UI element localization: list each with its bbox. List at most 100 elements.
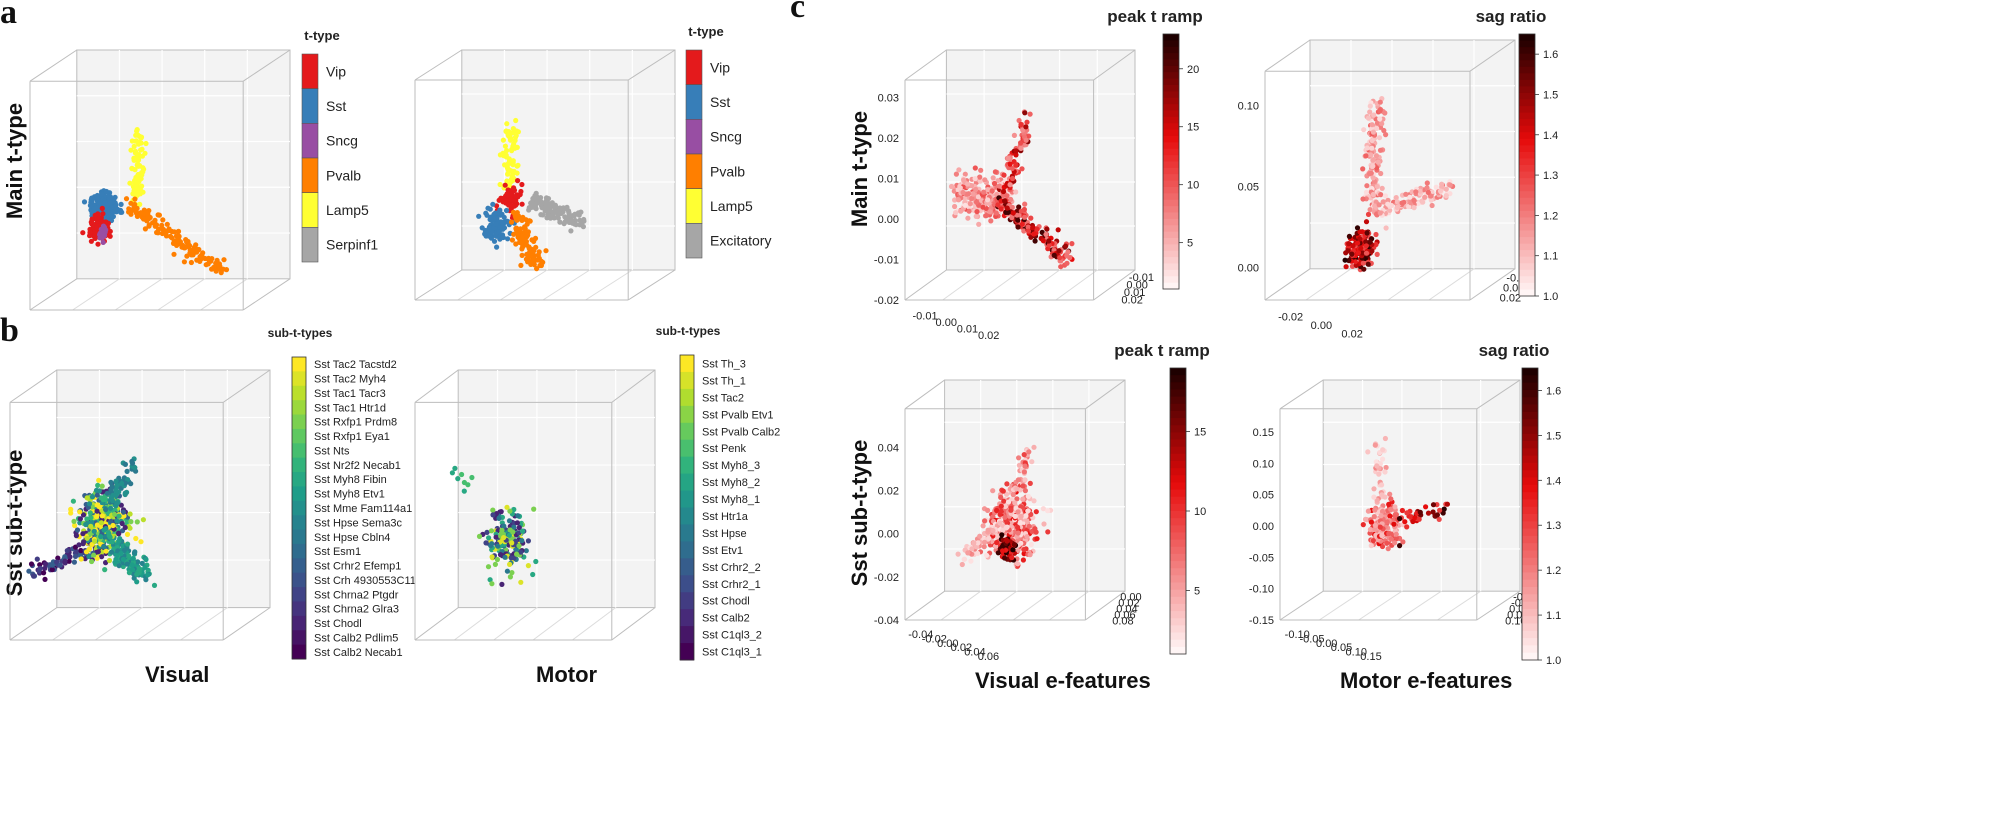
data-point <box>1015 217 1021 223</box>
data-point <box>1025 228 1032 234</box>
data-point <box>1368 543 1374 549</box>
z-tick-label: 0.05 <box>1253 490 1274 502</box>
data-point <box>1364 230 1370 236</box>
data-point <box>188 259 194 266</box>
cube-edge <box>904 49 947 81</box>
data-point <box>129 562 135 568</box>
colorbar-step <box>1170 582 1186 591</box>
legend-swatch <box>680 541 694 559</box>
data-point <box>990 175 996 181</box>
cube-edge <box>414 49 463 81</box>
data-point <box>132 167 138 173</box>
data-point <box>138 147 144 153</box>
data-point <box>1382 469 1388 475</box>
colorbar-title: sag ratio <box>1476 7 1547 26</box>
points-a_right <box>476 117 587 272</box>
data-point <box>1005 499 1012 505</box>
data-point <box>533 206 539 212</box>
z-tick-label: -0.04 <box>874 615 899 627</box>
x-tick-label: 0.05 <box>1331 642 1352 654</box>
data-point <box>1376 135 1383 141</box>
data-point <box>1376 202 1382 208</box>
data-point <box>1022 110 1028 116</box>
data-point <box>1009 215 1015 221</box>
legend-label: Sst Rxfp1 Eya1 <box>314 431 390 443</box>
data-point <box>1372 507 1378 513</box>
legend-label: Sst Nts <box>314 445 350 457</box>
z-tick-label: 0.10 <box>1238 101 1259 113</box>
data-point <box>1023 137 1029 143</box>
x-tick-label: -0.10 <box>1285 629 1310 641</box>
data-point <box>1025 493 1031 499</box>
colorbar-step <box>1163 148 1179 156</box>
y-tick-label: 0.10 <box>1505 615 1526 627</box>
colorbar-step <box>1519 125 1535 133</box>
data-point <box>518 262 524 268</box>
data-point <box>518 549 524 555</box>
data-point <box>497 181 503 188</box>
data-point <box>77 520 83 526</box>
data-point <box>108 479 114 485</box>
legend-swatch <box>292 572 306 588</box>
data-point <box>1375 159 1381 165</box>
data-point <box>1021 228 1027 234</box>
data-point <box>95 241 101 247</box>
data-point <box>455 476 461 482</box>
grid-line <box>572 607 616 641</box>
data-point <box>538 200 545 206</box>
data-point <box>510 185 517 191</box>
data-point <box>484 529 490 536</box>
data-point <box>1014 212 1020 218</box>
legend-label: Sst Tac1 Htr1d <box>314 402 386 414</box>
cube-edge <box>414 269 463 301</box>
data-point <box>1012 513 1018 520</box>
data-point <box>134 128 140 134</box>
data-point <box>129 567 136 573</box>
data-point <box>109 549 115 555</box>
data-point <box>1386 501 1392 507</box>
data-point <box>513 117 519 124</box>
data-point <box>96 488 102 494</box>
data-point <box>1027 552 1033 558</box>
data-point <box>560 205 567 211</box>
data-point <box>1411 205 1417 211</box>
legend-label-serpinf1: Serpinf1 <box>326 237 378 253</box>
data-point <box>1367 109 1373 115</box>
data-point <box>1002 555 1008 561</box>
z-tick-label: 0.01 <box>878 174 899 186</box>
colorbar-step <box>1519 237 1535 245</box>
data-point <box>975 550 981 557</box>
data-point <box>171 251 177 257</box>
legend-label: Sst Myh8 Fibin <box>314 474 387 486</box>
colorbar-step <box>1519 60 1535 68</box>
legend-label-sst: Sst <box>710 94 730 110</box>
data-point <box>1004 491 1010 497</box>
data-point <box>1370 538 1376 544</box>
data-point <box>502 182 508 188</box>
colorbar-tick-label: 10 <box>1194 506 1206 518</box>
data-point <box>1022 201 1028 207</box>
data-point <box>1021 547 1027 553</box>
colorbar-step <box>1519 276 1535 284</box>
data-point <box>974 544 980 550</box>
data-point <box>176 234 182 240</box>
data-point <box>1346 257 1352 264</box>
data-point <box>99 483 105 489</box>
data-point <box>1393 531 1399 537</box>
data-point <box>1373 241 1379 248</box>
legend-swatch <box>292 615 306 631</box>
data-point <box>1346 233 1352 239</box>
colorbar-step <box>1522 587 1538 595</box>
data-point <box>1010 175 1016 182</box>
data-point <box>164 221 170 227</box>
data-point <box>114 482 120 488</box>
colorbar-step <box>1519 99 1535 107</box>
data-point <box>49 562 56 568</box>
data-point <box>1433 184 1439 190</box>
data-point <box>98 215 104 221</box>
data-point <box>514 551 520 557</box>
data-point <box>1027 111 1033 117</box>
data-point <box>120 556 126 562</box>
data-point <box>112 511 118 517</box>
data-point <box>576 212 582 218</box>
